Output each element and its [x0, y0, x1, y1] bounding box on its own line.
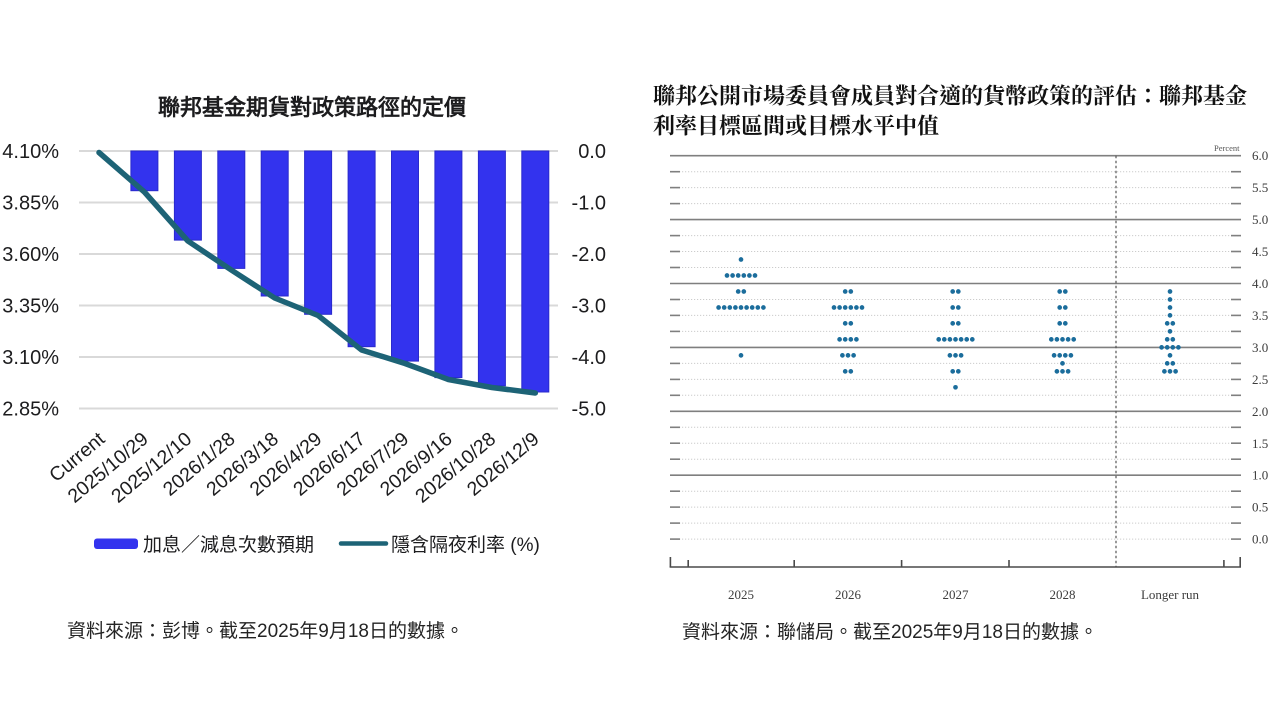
- svg-text:0.0: 0.0: [578, 141, 606, 163]
- svg-text:-1.0: -1.0: [572, 193, 606, 215]
- svg-text:4.0: 4.0: [1252, 276, 1268, 291]
- svg-text:Longer run: Longer run: [1141, 587, 1200, 602]
- svg-text:Percent: Percent: [1214, 143, 1240, 153]
- svg-text:4.5: 4.5: [1252, 244, 1268, 259]
- svg-text:-4.0: -4.0: [572, 347, 606, 369]
- svg-text:5.5: 5.5: [1252, 180, 1268, 195]
- svg-text:3.85%: 3.85%: [2, 193, 59, 215]
- svg-text:2028: 2028: [1050, 587, 1076, 602]
- svg-text:3.60%: 3.60%: [2, 244, 59, 266]
- svg-text:4.10%: 4.10%: [2, 141, 59, 163]
- svg-text:聯邦公開市場委員會成員對合適的貨幣政策的評估：聯邦基金: 聯邦公開市場委員會成員對合適的貨幣政策的評估：聯邦基金: [653, 84, 1247, 109]
- svg-text:2026: 2026: [835, 587, 862, 602]
- svg-text:2.5: 2.5: [1252, 372, 1268, 387]
- svg-text:1.0: 1.0: [1252, 468, 1268, 483]
- svg-text:1.5: 1.5: [1252, 436, 1268, 451]
- svg-text:3.5: 3.5: [1252, 308, 1268, 323]
- svg-text:2.0: 2.0: [1252, 404, 1268, 419]
- svg-text:-3.0: -3.0: [572, 296, 606, 318]
- svg-text:-2.0: -2.0: [572, 244, 606, 266]
- svg-text:3.35%: 3.35%: [2, 296, 59, 318]
- svg-text:隱含隔夜利率 (%): 隱含隔夜利率 (%): [391, 534, 540, 556]
- svg-text:3.10%: 3.10%: [2, 347, 59, 369]
- svg-text:6.0: 6.0: [1252, 148, 1268, 163]
- svg-text:加息／減息次數預期: 加息／減息次數預期: [143, 534, 314, 556]
- svg-text:利率目標區間或目標水平中值: 利率目標區間或目標水平中值: [653, 114, 939, 139]
- svg-text:資料來源：聯儲局。截至2025年9月18日的數據。: 資料來源：聯儲局。截至2025年9月18日的數據。: [682, 621, 1098, 643]
- svg-text:2.85%: 2.85%: [2, 399, 59, 421]
- svg-text:0.0: 0.0: [1252, 532, 1268, 547]
- svg-text:-5.0: -5.0: [572, 399, 606, 421]
- svg-text:5.0: 5.0: [1252, 212, 1268, 227]
- svg-text:3.0: 3.0: [1252, 340, 1268, 355]
- svg-text:2027: 2027: [943, 587, 970, 602]
- svg-text:資料來源：彭博。截至2025年9月18日的數據。: 資料來源：彭博。截至2025年9月18日的數據。: [67, 620, 464, 642]
- svg-text:聯邦基金期貨對政策路徑的定價: 聯邦基金期貨對政策路徑的定價: [158, 95, 467, 120]
- svg-text:2025: 2025: [728, 587, 754, 602]
- svg-text:0.5: 0.5: [1252, 500, 1268, 515]
